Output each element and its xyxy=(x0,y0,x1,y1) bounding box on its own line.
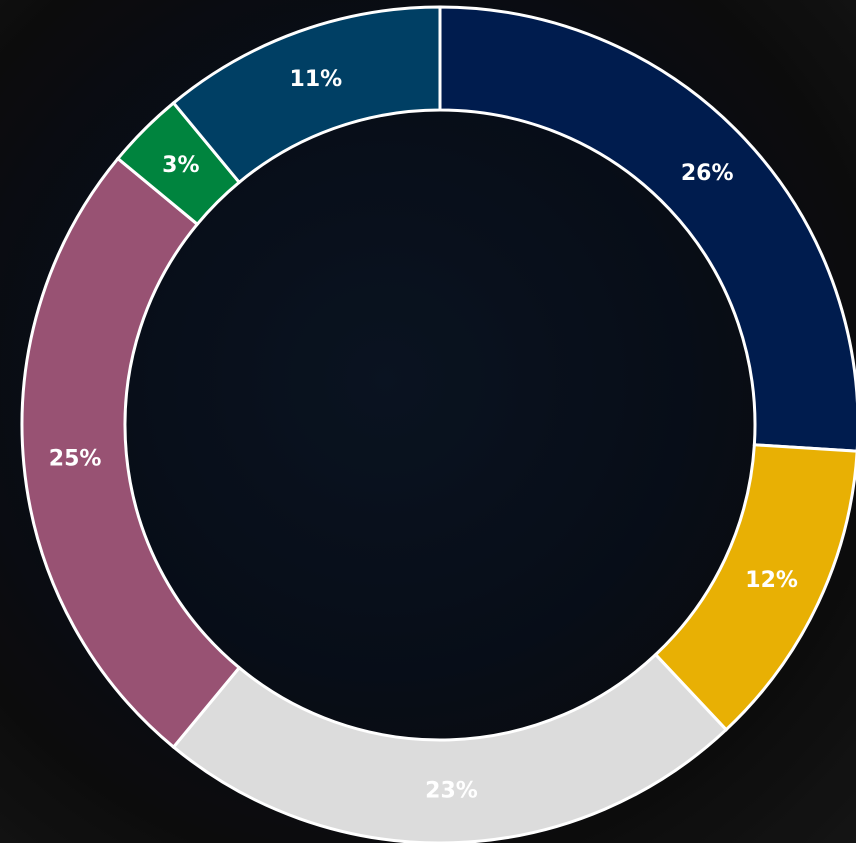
data-label: 26% xyxy=(681,161,734,186)
donut-segment xyxy=(20,156,242,750)
donut-segment xyxy=(171,5,442,185)
donut-segment xyxy=(171,652,729,843)
data-label: 25% xyxy=(49,446,102,471)
data-label: 23% xyxy=(425,778,478,803)
data-label: 12% xyxy=(745,568,798,593)
data-label: 3% xyxy=(162,153,199,178)
donut-segment xyxy=(438,5,856,453)
data-label: 11% xyxy=(290,67,343,92)
